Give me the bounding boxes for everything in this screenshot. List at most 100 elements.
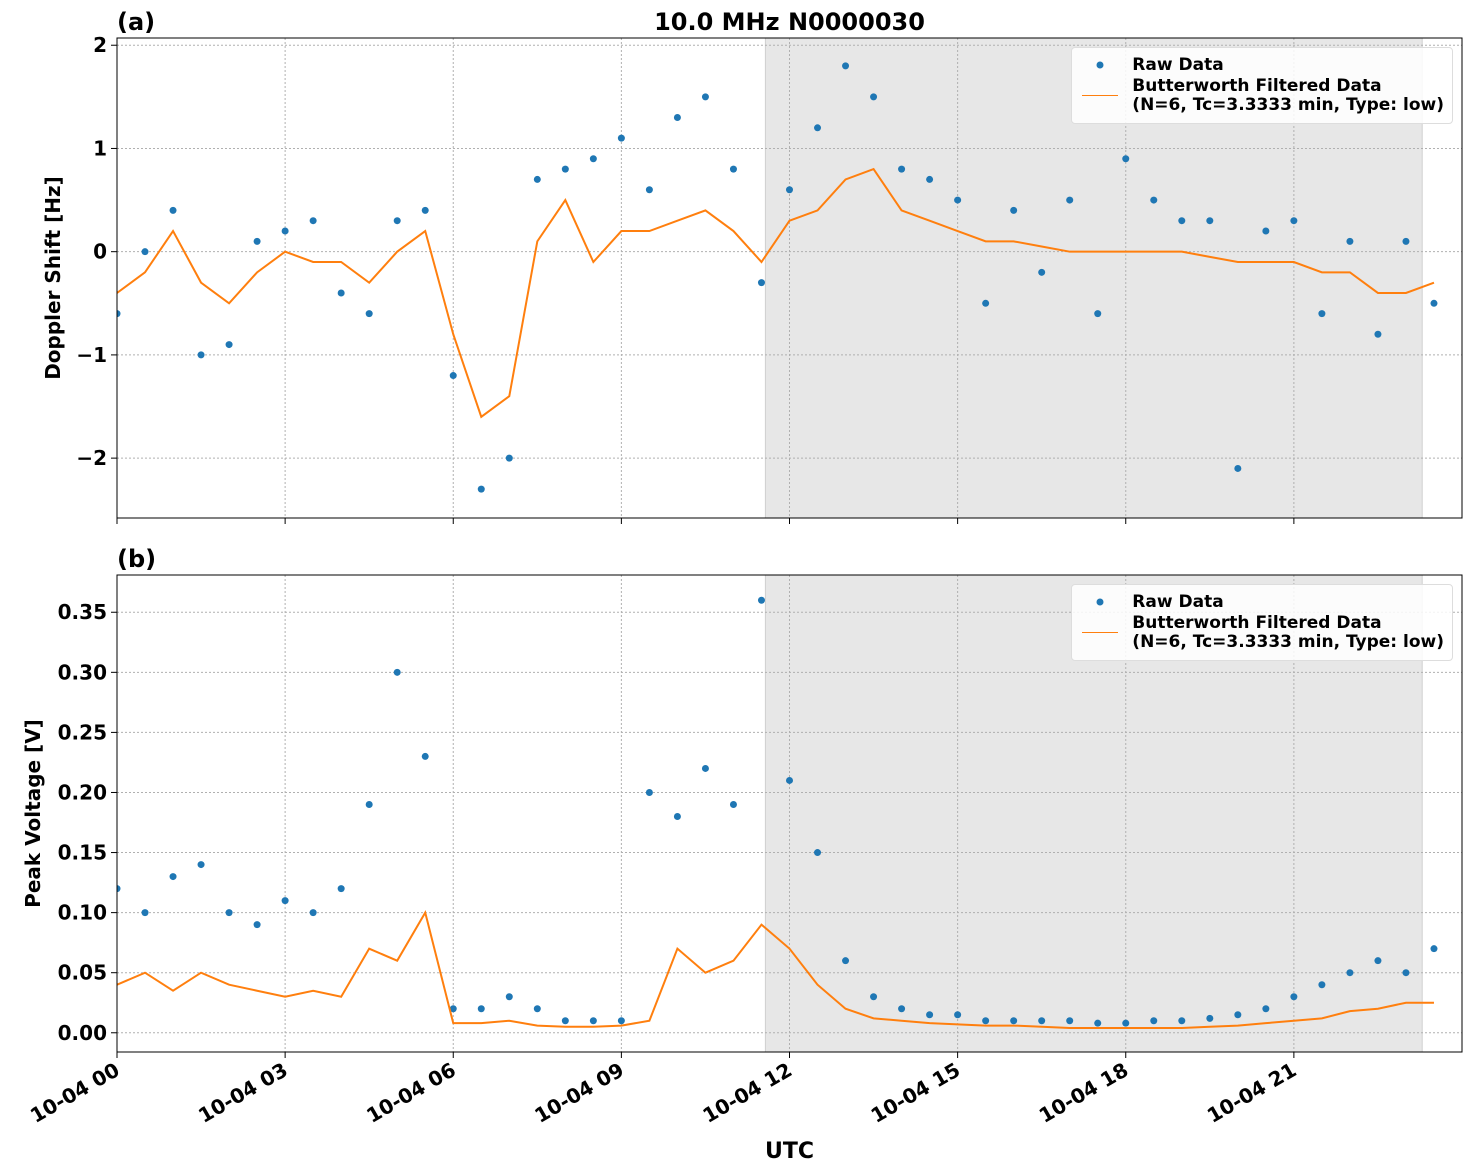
raw-point bbox=[926, 175, 934, 183]
raw-point bbox=[1234, 464, 1242, 472]
raw-point bbox=[1010, 206, 1018, 214]
raw-point bbox=[1206, 217, 1214, 225]
raw-point bbox=[253, 921, 261, 929]
raw-point bbox=[533, 1005, 541, 1013]
y-tick-label: −2 bbox=[76, 446, 107, 470]
y-tick-label: −1 bbox=[76, 343, 107, 367]
raw-point bbox=[533, 175, 541, 183]
raw-point bbox=[1038, 268, 1046, 276]
raw-point bbox=[1290, 217, 1298, 225]
raw-point bbox=[1290, 993, 1298, 1001]
axes-frame bbox=[116, 37, 1463, 519]
raw-point bbox=[477, 485, 485, 493]
raw-point bbox=[1122, 1019, 1130, 1027]
raw-point bbox=[309, 909, 317, 917]
raw-point bbox=[1066, 1017, 1074, 1025]
raw-point bbox=[589, 155, 597, 163]
y-tick-label: 2 bbox=[93, 33, 107, 57]
raw-point bbox=[954, 196, 962, 204]
plot-area bbox=[117, 596, 1438, 1029]
legend-item: Butterworth Filtered Data (N=6, Tc=3.333… bbox=[1080, 77, 1444, 115]
y-tick-label: 0.25 bbox=[58, 720, 107, 744]
y-tick-label: 1 bbox=[93, 136, 107, 160]
raw-point bbox=[141, 909, 149, 917]
raw-point bbox=[169, 206, 177, 214]
x-tick-label: 10-04 09 bbox=[530, 1058, 628, 1128]
panel-label: (a) bbox=[117, 8, 155, 36]
legend-swatch bbox=[1082, 95, 1119, 96]
raw-point bbox=[786, 186, 793, 194]
raw-point bbox=[309, 217, 317, 225]
raw-point bbox=[393, 217, 401, 225]
raw-point bbox=[954, 1011, 962, 1019]
raw-point bbox=[1038, 1017, 1046, 1025]
raw-point bbox=[337, 885, 345, 893]
legend: Raw Data Butterworth Filtered Data (N=6, … bbox=[1071, 47, 1453, 124]
y-tick-label: 0.35 bbox=[58, 600, 107, 624]
legend-label: Butterworth Filtered Data (N=6, Tc=3.333… bbox=[1132, 613, 1444, 652]
raw-point bbox=[926, 1011, 934, 1019]
raw-point bbox=[1094, 1019, 1102, 1027]
raw-point bbox=[814, 849, 822, 857]
raw-point bbox=[117, 885, 121, 893]
raw-point bbox=[281, 897, 289, 905]
raw-point bbox=[1178, 1017, 1186, 1025]
raw-point bbox=[365, 310, 373, 318]
raw-point bbox=[814, 124, 822, 132]
legend-marker bbox=[1096, 598, 1104, 606]
y-tick-label: 0.10 bbox=[58, 901, 107, 925]
panel-label: (b) bbox=[117, 545, 156, 573]
legend-item: Raw Data bbox=[1080, 593, 1444, 612]
raw-point bbox=[477, 1005, 485, 1013]
raw-point bbox=[1318, 310, 1326, 318]
raw-point bbox=[197, 861, 205, 869]
raw-point bbox=[898, 1005, 906, 1013]
x-tick-label: 10-04 06 bbox=[362, 1058, 460, 1128]
raw-point bbox=[701, 764, 709, 772]
raw-point bbox=[281, 227, 289, 235]
x-tick-label: 10-04 00 bbox=[26, 1058, 124, 1128]
plot-area bbox=[117, 62, 1438, 493]
raw-point bbox=[673, 813, 681, 821]
raw-point bbox=[842, 957, 850, 965]
raw-point bbox=[1150, 196, 1158, 204]
y-axis-label: Doppler Shift [Hz] bbox=[41, 176, 65, 380]
raw-point bbox=[617, 1017, 625, 1025]
raw-point bbox=[645, 186, 653, 194]
raw-point bbox=[421, 752, 429, 760]
raw-point bbox=[729, 165, 737, 173]
legend-swatch bbox=[1082, 632, 1119, 633]
raw-point bbox=[1262, 227, 1270, 235]
y-tick-label: 0.00 bbox=[58, 1021, 107, 1045]
raw-point bbox=[505, 454, 513, 462]
raw-point bbox=[870, 93, 878, 101]
raw-point bbox=[729, 800, 737, 808]
raw-point bbox=[561, 1017, 569, 1025]
raw-point bbox=[505, 993, 513, 1001]
raw-point bbox=[870, 993, 878, 1001]
raw-point bbox=[645, 788, 653, 796]
raw-point bbox=[1066, 196, 1074, 204]
raw-point bbox=[1402, 237, 1410, 245]
raw-point bbox=[253, 237, 261, 245]
legend-swatch bbox=[1096, 598, 1104, 606]
legend-label: Raw Data bbox=[1132, 55, 1224, 75]
raw-point bbox=[197, 351, 205, 359]
raw-point bbox=[1430, 945, 1438, 953]
raw-point bbox=[617, 134, 625, 142]
raw-point bbox=[365, 800, 373, 808]
raw-point bbox=[701, 93, 709, 101]
legend-item: Butterworth Filtered Data (N=6, Tc=3.333… bbox=[1080, 614, 1444, 652]
raw-point bbox=[225, 909, 233, 917]
y-tick-label: 0.20 bbox=[58, 780, 107, 804]
raw-point bbox=[1150, 1017, 1158, 1025]
raw-point bbox=[1178, 217, 1186, 225]
raw-point bbox=[169, 873, 177, 881]
raw-point bbox=[225, 341, 233, 349]
raw-point bbox=[1374, 330, 1382, 338]
raw-point bbox=[117, 310, 121, 318]
y-tick-label: 0.15 bbox=[58, 841, 107, 865]
raw-point bbox=[393, 668, 401, 676]
raw-point bbox=[786, 776, 793, 784]
y-tick-label: 0 bbox=[93, 240, 107, 264]
